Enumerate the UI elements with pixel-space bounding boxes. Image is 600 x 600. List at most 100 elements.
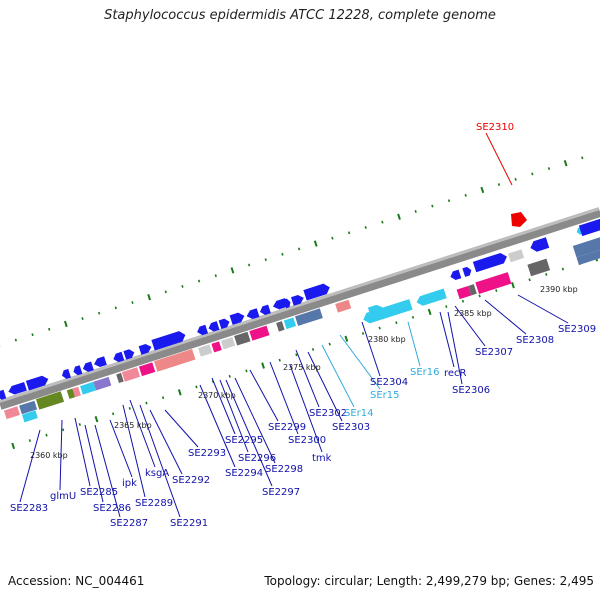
gene-feature[interactable] bbox=[578, 213, 600, 237]
gene-feature[interactable] bbox=[276, 321, 285, 332]
gene-feature[interactable] bbox=[303, 282, 331, 301]
gene-feature[interactable] bbox=[234, 331, 251, 346]
gene-label[interactable]: ksgA bbox=[145, 468, 169, 479]
gene-feature[interactable] bbox=[72, 386, 81, 398]
gene-feature[interactable] bbox=[449, 269, 462, 282]
gene-feature[interactable] bbox=[3, 406, 20, 420]
gene-feature[interactable] bbox=[462, 266, 472, 277]
gene-feature[interactable] bbox=[335, 299, 352, 313]
gene-label[interactable]: SE2307 bbox=[475, 347, 513, 358]
gene-label[interactable]: ipk bbox=[122, 478, 137, 489]
gene-feature[interactable] bbox=[116, 372, 124, 384]
gene-feature-se2310[interactable] bbox=[511, 212, 527, 227]
gene-label[interactable]: SE2293 bbox=[188, 448, 226, 459]
gene-feature[interactable] bbox=[0, 389, 7, 401]
gene-label[interactable]: glmU bbox=[50, 491, 76, 502]
gene-feature[interactable] bbox=[22, 410, 38, 423]
gene-feature[interactable] bbox=[138, 343, 153, 355]
gene-feature[interactable] bbox=[218, 317, 231, 330]
gene-label[interactable]: SE2299 bbox=[268, 422, 306, 433]
gene-feature[interactable] bbox=[7, 382, 27, 396]
gene-label[interactable]: tmk bbox=[312, 453, 332, 464]
gene-feature[interactable] bbox=[123, 348, 135, 360]
gene-label[interactable]: SE2285 bbox=[80, 487, 118, 498]
gene-feature[interactable] bbox=[121, 367, 141, 382]
gene-feature[interactable] bbox=[151, 330, 187, 351]
gene-feature[interactable] bbox=[61, 368, 71, 380]
leader-line bbox=[139, 404, 181, 518]
inner-scale-tick bbox=[461, 299, 465, 303]
gene-feature[interactable] bbox=[80, 381, 97, 395]
gene-feature[interactable] bbox=[367, 303, 384, 316]
gene-label[interactable]: SE2283 bbox=[10, 503, 48, 514]
gene-feature[interactable] bbox=[508, 249, 525, 263]
gene-feature[interactable] bbox=[283, 317, 297, 330]
gene-feature[interactable] bbox=[259, 304, 271, 317]
gene-feature[interactable] bbox=[211, 341, 222, 353]
gene-features[interactable] bbox=[0, 212, 600, 423]
gene-feature[interactable] bbox=[66, 388, 76, 399]
gene-feature[interactable] bbox=[93, 356, 107, 368]
gene-label[interactable]: SE2298 bbox=[265, 464, 303, 475]
gene-label[interactable]: SE2304 bbox=[370, 377, 408, 388]
gene-label[interactable]: SE2295 bbox=[225, 435, 263, 446]
gene-feature[interactable] bbox=[220, 337, 236, 350]
gene-label[interactable]: SE2309 bbox=[558, 324, 596, 335]
gene-label[interactable]: SE2303 bbox=[332, 422, 370, 433]
gene-feature[interactable] bbox=[72, 365, 83, 376]
gene-feature[interactable] bbox=[25, 374, 50, 391]
gene-feature[interactable] bbox=[196, 324, 209, 337]
gene-label[interactable]: SE2296 bbox=[238, 453, 276, 464]
gene-feature[interactable] bbox=[290, 294, 305, 306]
gene-label[interactable]: recR bbox=[444, 368, 467, 379]
gene-label[interactable]: SE2300 bbox=[288, 435, 326, 446]
gene-feature[interactable] bbox=[35, 391, 65, 410]
gene-feature[interactable] bbox=[295, 308, 323, 326]
gene-feature[interactable] bbox=[229, 311, 246, 325]
outer-scale-tick bbox=[230, 267, 235, 274]
gene-label[interactable]: SE2302 bbox=[309, 408, 347, 419]
gene-label[interactable]: SE2310 bbox=[476, 122, 514, 133]
gene-feature[interactable] bbox=[572, 233, 600, 258]
gene-feature[interactable] bbox=[198, 344, 213, 357]
gene-feature[interactable] bbox=[283, 298, 291, 309]
gene-feature[interactable] bbox=[153, 348, 196, 372]
gene-feature[interactable] bbox=[207, 321, 220, 333]
gene-feature[interactable] bbox=[138, 362, 156, 377]
gene-feature[interactable] bbox=[472, 251, 509, 273]
gene-feature[interactable] bbox=[362, 299, 413, 325]
gene-feature[interactable] bbox=[249, 325, 270, 341]
gene-feature[interactable] bbox=[475, 272, 512, 294]
gene-feature[interactable] bbox=[468, 284, 477, 296]
gene-feature[interactable] bbox=[112, 351, 125, 364]
outer-scale-tick bbox=[147, 293, 152, 301]
gene-label[interactable]: SE2289 bbox=[135, 498, 173, 509]
gene-feature[interactable] bbox=[576, 245, 600, 265]
gene-label[interactable]: SEr16 bbox=[410, 367, 440, 378]
gene-feature[interactable] bbox=[527, 258, 551, 277]
gene-label[interactable]: SE2297 bbox=[262, 487, 300, 498]
gene-label[interactable]: SE2286 bbox=[93, 503, 131, 514]
gene-label[interactable]: SE2294 bbox=[225, 468, 263, 479]
outer-scale-tick bbox=[281, 252, 284, 256]
gene-label[interactable]: SE2291 bbox=[170, 518, 208, 529]
leader-line bbox=[447, 311, 463, 385]
gene-label[interactable]: SE2308 bbox=[516, 335, 554, 346]
outer-scale-tick bbox=[48, 327, 51, 331]
gene-label[interactable]: SE2287 bbox=[110, 518, 148, 529]
gene-feature[interactable] bbox=[82, 361, 94, 374]
gene-label[interactable]: SEr15 bbox=[370, 390, 400, 401]
gene-feature[interactable] bbox=[529, 237, 550, 253]
gene-label[interactable]: SEr14 bbox=[344, 408, 374, 419]
gene-feature[interactable] bbox=[93, 376, 112, 391]
gene-label[interactable]: SE2306 bbox=[452, 385, 490, 396]
gene-label[interactable]: SE2292 bbox=[172, 475, 210, 486]
outer-scale-tick bbox=[447, 199, 451, 203]
gene-feature[interactable] bbox=[19, 400, 38, 415]
gene-feature[interactable] bbox=[415, 288, 447, 308]
gene-feature[interactable] bbox=[456, 285, 472, 300]
gene-feature[interactable] bbox=[245, 308, 260, 320]
leader-line bbox=[219, 379, 249, 453]
